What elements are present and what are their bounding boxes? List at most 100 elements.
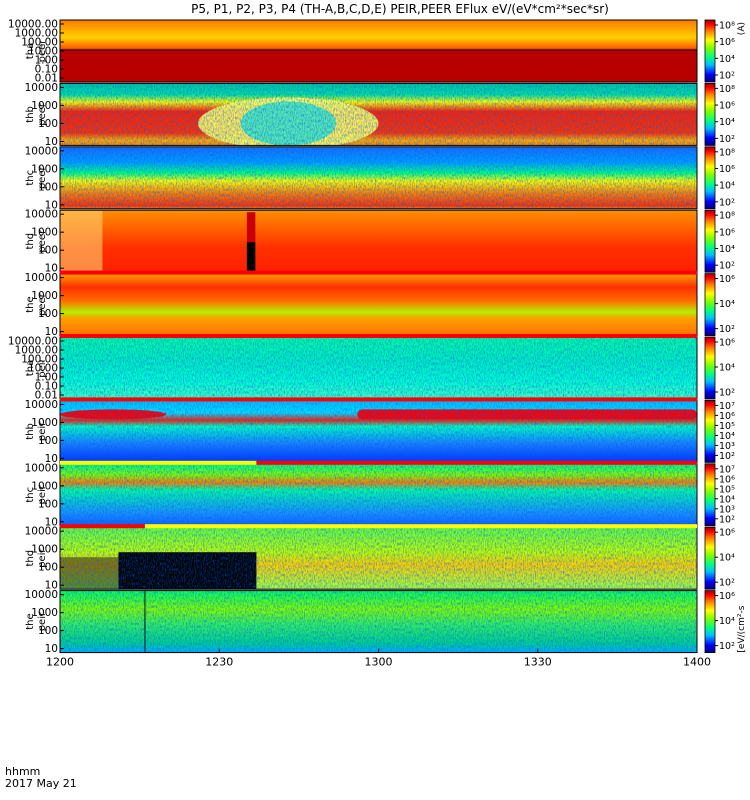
y-label-species: peir xyxy=(37,357,48,377)
y-label-species: peer xyxy=(37,292,48,316)
colorbar-tick-label-2: 10⁵ xyxy=(719,421,735,432)
y-label-species: peir xyxy=(37,484,48,504)
ytick-label-3: 10 xyxy=(45,326,58,338)
y-label-probe: thc xyxy=(25,170,36,186)
noise-overlay xyxy=(60,463,697,526)
colorbar-tick-label-2: 10⁵ xyxy=(719,484,735,495)
feature-gap-black xyxy=(246,242,256,273)
colorbar-tick-label-0: 10⁸ xyxy=(719,21,735,32)
colorbar-tick-label-2: 10² xyxy=(719,578,735,589)
noise-overlay xyxy=(60,527,697,590)
ytick-label-3: 10 xyxy=(45,643,58,655)
y-label-species: peer xyxy=(37,39,48,63)
status-bar-segment-0 xyxy=(60,397,697,402)
ytick-label-1: 1000 xyxy=(31,417,58,429)
ytick-label-2: 100 xyxy=(38,435,58,447)
colorbar-tick-label-1: 10⁴ xyxy=(719,553,735,564)
colorbar-unit-label: [eV/(cm²-s xyxy=(737,605,747,652)
colorbar-tick-label-0: 10⁶ xyxy=(719,591,735,602)
panel-the-peir: 10000 1000 100 10 the peir 10⁶ 10⁴ 10² [eV/(cm²-s xyxy=(25,589,747,655)
y-label-probe: tha xyxy=(25,43,36,59)
colorbar-tick-label-2: 10⁴ xyxy=(719,54,735,65)
y-label-species: peer xyxy=(37,102,48,126)
colorbar-tick-label-2: 10² xyxy=(719,641,735,652)
ytick-label-5: 0.10 xyxy=(35,381,58,393)
panel-thc-peer: 10000 1000 100 10 thc peer 10⁸ 10⁶ 10⁴ 10² xyxy=(25,145,735,211)
colorbar-tick-label-2: 10⁴ xyxy=(719,244,735,255)
noise-overlay xyxy=(60,590,697,653)
panel-thd-peer: 10000 1000 100 10 thd peer 10⁸ 10⁶ 10⁴ 10² xyxy=(25,209,735,275)
colorbar-tick-label-1: 10⁴ xyxy=(719,616,735,627)
status-bar-segment-0 xyxy=(60,334,697,338)
noise-overlay xyxy=(60,146,697,209)
colorbar-tick-label-0: 10⁸ xyxy=(719,147,735,158)
panel-frame xyxy=(59,146,698,210)
ytick-label-5: 0.10 xyxy=(35,64,58,76)
colorbar-tick-label-0: 10⁶ xyxy=(719,338,735,349)
ytick-label-3: 10 xyxy=(45,580,58,592)
panel-frame xyxy=(59,82,698,146)
ytick-label-0: 10000 xyxy=(25,462,58,474)
colorbar-tick-label-2: 10⁴ xyxy=(719,117,735,128)
ytick-label-0: 10000 xyxy=(25,589,58,601)
y-label-probe: thc xyxy=(25,487,36,503)
status-bar-segment-0 xyxy=(60,270,697,275)
ytick-label-0: 10000.00 xyxy=(8,336,58,348)
panel-thd-peir: 10000 1000 100 10 thd peir 10⁶ 10⁴ 10² xyxy=(25,524,735,592)
colorbar-tick-label-1: 10⁶ xyxy=(719,164,735,175)
spectrogram-the-peer xyxy=(60,273,697,336)
xtick-label-3: 1330 xyxy=(524,656,552,669)
colorbar-tick-label-1: 10⁴ xyxy=(719,363,735,374)
xtick-label-1: 1230 xyxy=(205,656,233,669)
colorbar xyxy=(704,336,716,400)
ytick-label-2: 100 xyxy=(38,181,58,193)
ytick-label-1: 1000 xyxy=(31,100,58,112)
colorbar xyxy=(704,19,716,83)
colorbar-tick-label-1: 10⁶ xyxy=(719,411,735,422)
colorbar-tick-label-2: 10⁴ xyxy=(719,181,735,192)
ytick-label-1: 1000.00 xyxy=(15,345,58,357)
xtick-label-0: 1200 xyxy=(46,656,74,669)
colorbar-tick-label-2: 10² xyxy=(719,388,735,399)
ytick-label-2: 100 xyxy=(38,562,58,574)
colorbar-tick-label-0: 10⁶ xyxy=(719,274,735,285)
feature-left-pale xyxy=(60,210,103,273)
status-bar-segment-0 xyxy=(60,460,257,465)
ytick-label-2: 100.00 xyxy=(21,37,58,49)
ytick-label-1: 1000 xyxy=(31,227,58,239)
ytick-label-0: 10000 xyxy=(25,82,58,94)
ytick-label-6: 0.01 xyxy=(35,390,58,402)
ytick-label-4: 1.00 xyxy=(35,55,58,67)
colorbar-tick-label-1: 10⁶ xyxy=(719,37,735,48)
colorbar-tick-label-1: 10⁴ xyxy=(719,299,735,310)
y-label-species: peir xyxy=(37,548,48,568)
y-label-probe: thb xyxy=(25,106,36,123)
date-label: 2017 May 21 xyxy=(5,777,77,790)
ytick-label-2: 100 xyxy=(38,118,58,130)
colorbar-tick-label-0: 10⁸ xyxy=(719,84,735,95)
y-label-species: peer xyxy=(37,166,48,190)
feature-gap-dark xyxy=(246,212,256,243)
xtick-label-4: 1400 xyxy=(683,656,711,669)
colorbar-tick-label-4: 10³ xyxy=(719,504,735,515)
colorbar-unit-label: (A) xyxy=(737,22,747,35)
panel-thb-peer: 10000 1000 100 10 thb peer 10⁸ 10⁶ 10⁴ 10² xyxy=(25,82,735,150)
colorbar-tick-label-0: 10⁷ xyxy=(719,464,735,475)
ytick-label-1: 1000 xyxy=(31,480,58,492)
noise-overlay xyxy=(60,337,697,399)
y-label-species: peir xyxy=(37,421,48,441)
colorbar-tick-label-3: 10² xyxy=(719,261,735,272)
colorbar-tick-label-3: 10² xyxy=(719,134,735,145)
status-bar-segment-0 xyxy=(60,524,145,529)
y-label-probe: the xyxy=(25,613,36,629)
ytick-label-1: 1000 xyxy=(31,163,58,175)
ytick-label-0: 10000 xyxy=(25,145,58,157)
ytick-label-1: 1000 xyxy=(31,544,58,556)
time-axis: 1200 1230 1300 1330 1400 xyxy=(46,648,711,669)
x-axis-label: hhmm xyxy=(5,765,40,778)
panels-group: 10000.001000.00100.0010.001.000.100.01th… xyxy=(8,19,747,656)
